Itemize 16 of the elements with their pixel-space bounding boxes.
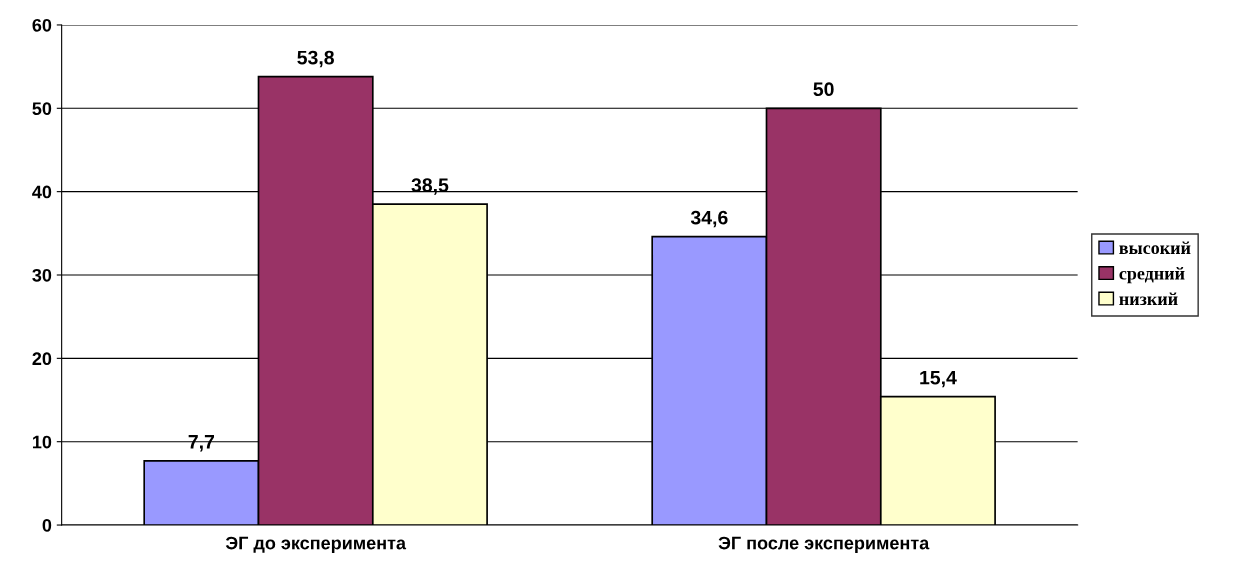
legend-label: высокий: [1119, 241, 1191, 255]
y-tick-label: 50: [32, 102, 52, 116]
y-tick-label: 30: [32, 268, 52, 282]
data-label: 15,4: [920, 370, 957, 388]
y-tick-label: 60: [32, 18, 52, 32]
y-tick-label: 10: [32, 435, 52, 449]
data-label: 50: [813, 82, 834, 97]
data-label: 53,8: [297, 50, 334, 68]
x-tick-label: ЭГ до эксперимента: [225, 536, 407, 553]
y-tick-label: 0: [42, 518, 52, 532]
data-label: 34,6: [690, 210, 728, 228]
legend-label: средний: [1119, 266, 1185, 284]
x-tick-label: ЭГ после эксперимента: [718, 536, 930, 553]
y-tick-label: 40: [32, 185, 52, 199]
y-tick-label: 20: [32, 352, 52, 366]
legend-label: низкий: [1119, 292, 1178, 306]
